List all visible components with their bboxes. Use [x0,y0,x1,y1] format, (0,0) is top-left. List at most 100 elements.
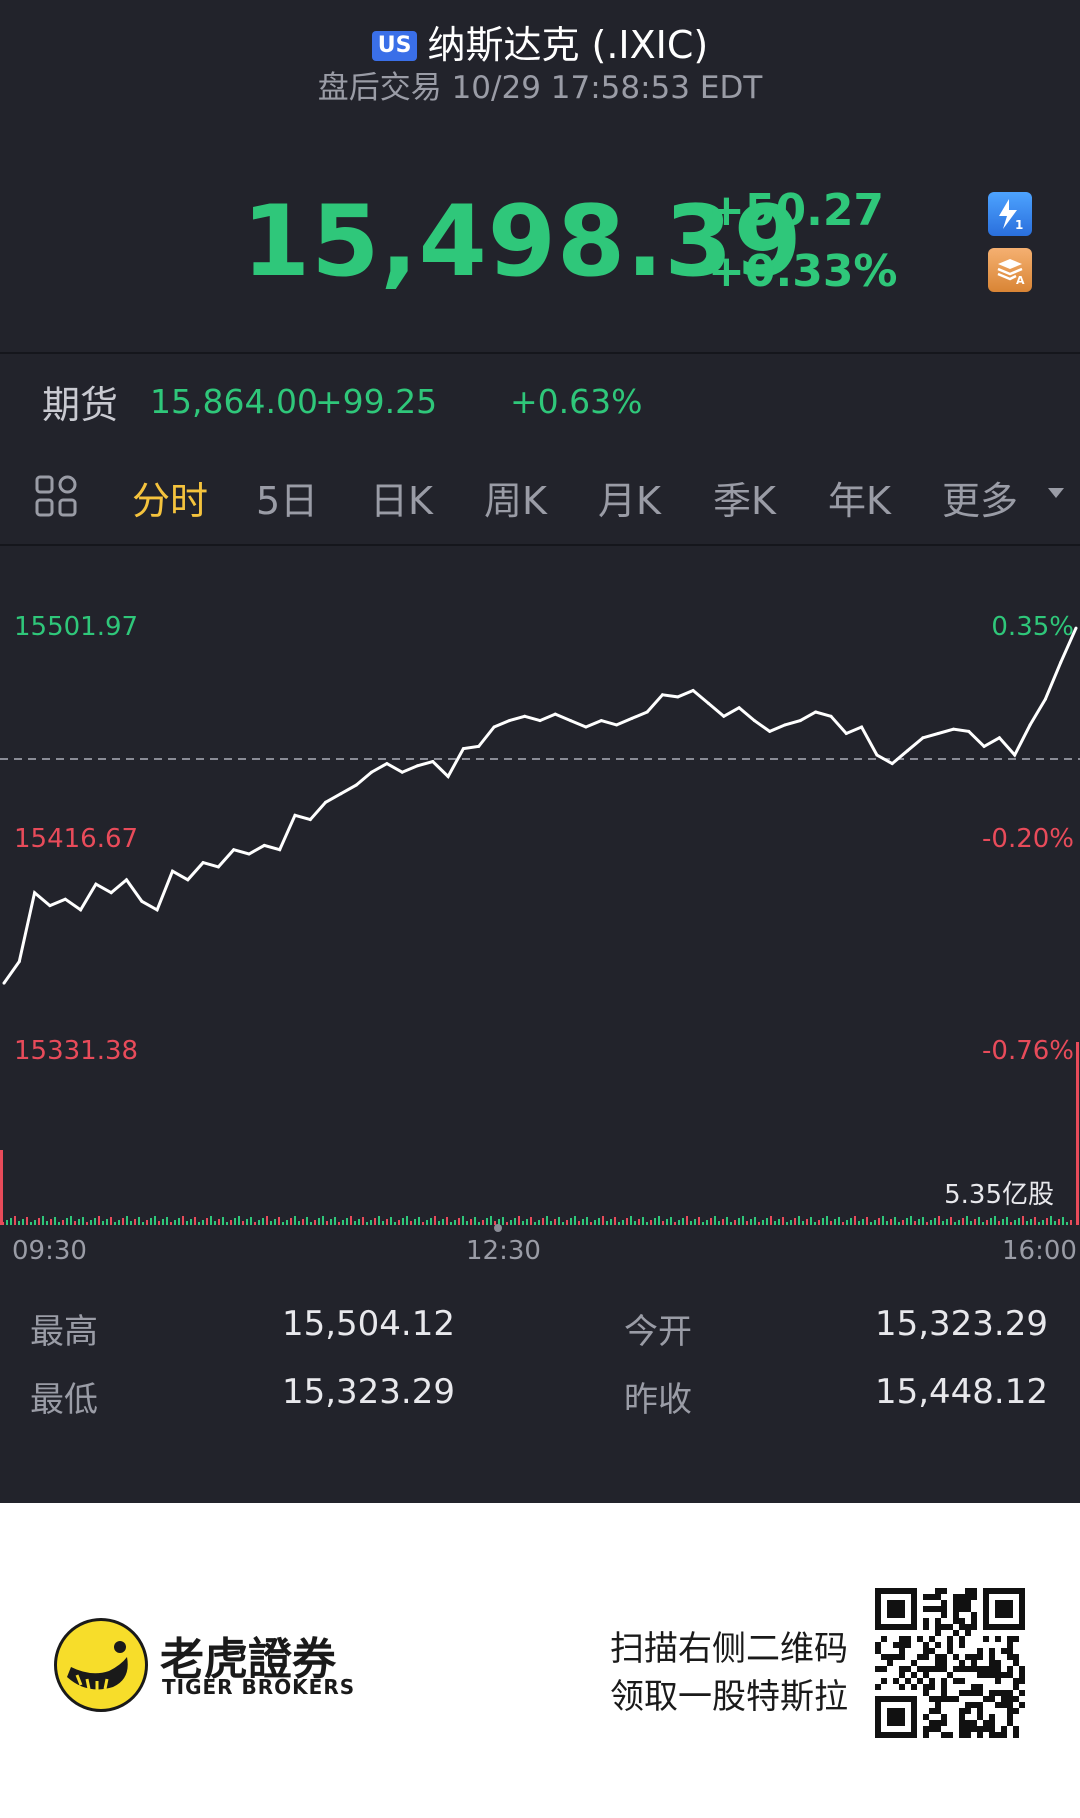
price-point [262,843,266,847]
volume-bar [518,1216,520,1225]
qr-module [959,1678,965,1684]
qr-module [983,1726,989,1732]
price-change-percent: +0.33% [708,246,898,297]
volume-bar [78,1219,80,1225]
qr-module [1007,1648,1013,1654]
volume-bar [706,1220,708,1225]
volume-bar [682,1218,684,1225]
price-point [737,706,741,710]
volume-bar [862,1219,864,1225]
qr-module [977,1732,983,1738]
qr-module [953,1612,959,1618]
qr-module [935,1666,941,1672]
qr-module [941,1720,947,1726]
open-value: 15,323.29 [874,1304,1048,1344]
price-point [936,732,940,735]
price-point [1059,661,1063,664]
volume-bar [94,1218,96,1225]
divider [0,544,1080,546]
tab-monthly-k[interactable]: 月K [598,479,661,523]
tab-yearly-k[interactable]: 年K [828,479,891,523]
volume-bar [694,1219,696,1225]
qr-module [965,1702,971,1708]
qr-module [959,1666,965,1672]
qr-module [947,1648,953,1654]
course-books-icon[interactable]: A [988,248,1032,292]
price-point [293,813,297,817]
qr-module [965,1708,971,1714]
layout-grid-icon[interactable] [34,474,78,518]
volume-bar [90,1220,92,1225]
price-point [79,908,83,912]
qr-module [1007,1672,1013,1678]
volume-bar [102,1221,104,1225]
volume-bar [494,1221,496,1225]
volume-bar [1010,1222,1012,1225]
open-label: 今开 [624,1312,692,1352]
qr-module [959,1708,965,1714]
price-point [997,736,1001,740]
qr-module [875,1666,881,1672]
price-point [324,800,328,804]
volume-bar [582,1219,584,1225]
qr-module [995,1660,1001,1666]
lightning-level1-icon[interactable]: 1 [988,192,1032,236]
tab-more[interactable]: 更多 [942,479,1019,523]
volume-bar [326,1221,328,1225]
tab-intraday[interactable]: 分时 [132,479,209,523]
qr-module [923,1732,929,1738]
volume-bar [562,1222,564,1225]
chevron-down-icon[interactable] [1048,488,1064,498]
volume-bar [762,1220,764,1225]
qr-module [983,1720,989,1726]
qr-module [929,1696,935,1702]
volume-bar [358,1219,360,1225]
qr-module [989,1654,995,1660]
qr-code-icon[interactable] [875,1588,1025,1738]
futures-row[interactable]: 期货 15,864.00 +99.25 +0.63% [0,354,1080,442]
prev-close-label: 昨收 [624,1380,692,1420]
price-point [33,891,37,895]
volume-bar [122,1218,124,1225]
price-point [814,710,818,714]
tab-weekly-k[interactable]: 周K [484,479,547,523]
qr-module [965,1690,971,1696]
tab-daily-k[interactable]: 日K [370,479,433,523]
qr-module [1007,1720,1013,1726]
volume-bar [234,1218,236,1225]
books-glyph: A [997,259,1025,286]
volume-bar [566,1220,568,1225]
volume-bar [10,1218,12,1225]
qr-module [977,1708,983,1714]
price-point [446,775,450,778]
volume-bar [1070,1220,1072,1225]
volume-bar [58,1222,60,1225]
tiger-logo-icon [54,1618,148,1712]
volume-bar [806,1219,808,1225]
title-row: US 纳斯达克 (.IXIC) [0,14,1080,69]
tab-5day[interactable]: 5日 [256,479,319,523]
qr-module [959,1720,965,1726]
volume-bar [982,1222,984,1225]
price-point [645,710,649,714]
volume-bar [438,1221,440,1225]
intraday-chart[interactable]: 15501.97 15416.67 15331.38 0.35% -0.20% … [0,546,1080,1266]
qr-module [1001,1732,1007,1738]
volume-bar [594,1220,596,1225]
qr-module [1007,1666,1013,1672]
qr-module [911,1672,917,1678]
qr-module [959,1642,965,1648]
volume-bar [98,1216,100,1225]
market-badge: US [371,31,418,61]
volume-bar [250,1217,252,1225]
tab-quarterly-k[interactable]: 季K [713,479,776,523]
qr-module [977,1714,983,1720]
qr-module [881,1654,887,1660]
qr-module [965,1630,971,1636]
qr-module [959,1726,965,1732]
lightning-glyph: 1 [999,199,1023,231]
qr-module [881,1666,887,1672]
volume-bar [966,1216,968,1225]
qr-module [977,1654,983,1660]
qr-module [1013,1636,1019,1642]
